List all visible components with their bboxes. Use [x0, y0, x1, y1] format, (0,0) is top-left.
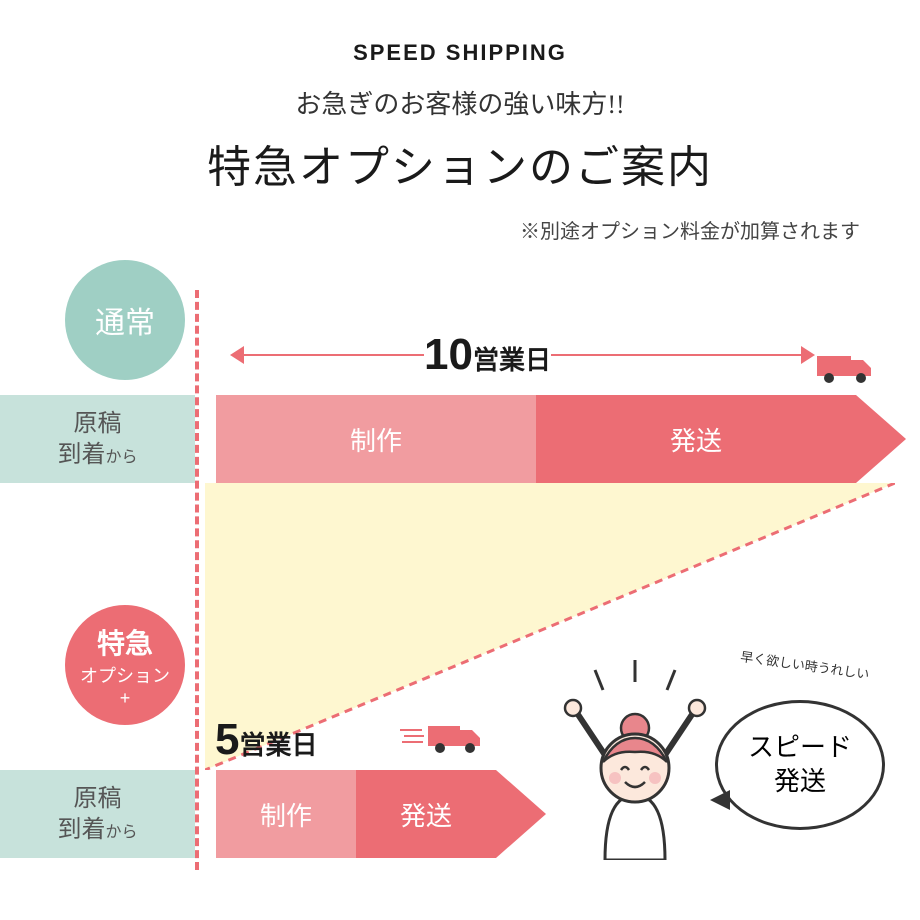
bubble-tail	[710, 790, 730, 810]
express-stub-l2: 到着	[57, 816, 105, 843]
normal-days-range: 10 営業日	[230, 330, 870, 380]
normal-stub-suffix: から	[105, 449, 137, 466]
eyebrow: SPEED SHIPPING	[0, 40, 920, 66]
normal-days-num: 10	[424, 330, 473, 380]
speed-bubble: スピード 発送	[715, 700, 885, 830]
normal-days-unit: 営業日	[473, 340, 551, 377]
normal-stub: 原稿 到着から	[0, 395, 195, 483]
express-days-num: 5	[215, 715, 239, 765]
normal-stub-l1: 原稿	[74, 408, 122, 439]
express-step-shipping: 発送	[356, 770, 496, 858]
badge-express: 特急 オプション +	[65, 605, 185, 725]
happy-person-icon	[535, 650, 735, 860]
express-step-production: 制作	[216, 770, 356, 858]
badge-normal-label: 通常	[95, 298, 155, 342]
express-stub-suffix: から	[105, 824, 137, 841]
truck-icon	[815, 350, 875, 386]
badge-normal: 通常	[65, 260, 185, 380]
normal-step-production: 制作	[216, 395, 536, 483]
badge-express-plus: +	[120, 688, 131, 709]
express-days-unit: 営業日	[239, 725, 317, 762]
subtitle: お急ぎのお客様の強い味方!!	[0, 84, 920, 121]
express-stub-l1: 原稿	[74, 783, 122, 814]
row-normal: 原稿 到着から 制作 発送	[0, 395, 920, 483]
truck-fast-icon	[400, 720, 490, 756]
normal-stub-l2: 到着	[57, 441, 105, 468]
normal-arrow-head	[856, 395, 906, 483]
bubble-l1: スピード	[748, 731, 852, 765]
price-note: ※別途オプション料金が加算されます	[0, 215, 920, 244]
normal-step-shipping: 発送	[536, 395, 856, 483]
express-stub: 原稿 到着から	[0, 770, 195, 858]
page-title: 特急オプションのご案内	[0, 131, 920, 195]
badge-express-l1: 特急	[97, 622, 153, 662]
express-days-range: 5 営業日	[215, 715, 318, 765]
bubble-l2: 発送	[748, 765, 852, 799]
badge-express-l2: オプション	[80, 662, 170, 688]
